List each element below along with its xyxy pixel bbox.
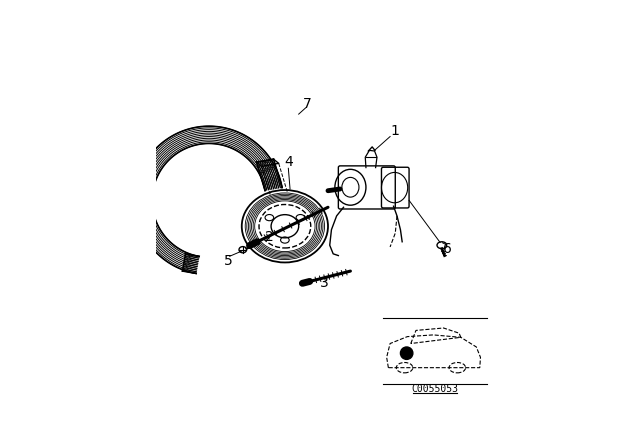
- Text: 3: 3: [320, 276, 329, 290]
- Text: 4: 4: [284, 155, 292, 169]
- Text: 2: 2: [265, 229, 274, 244]
- Text: C0055053: C0055053: [412, 384, 458, 394]
- Text: 7: 7: [303, 97, 312, 111]
- Text: 6: 6: [443, 241, 451, 256]
- Circle shape: [401, 347, 413, 359]
- Text: 1: 1: [391, 125, 400, 138]
- Text: 5: 5: [223, 254, 232, 268]
